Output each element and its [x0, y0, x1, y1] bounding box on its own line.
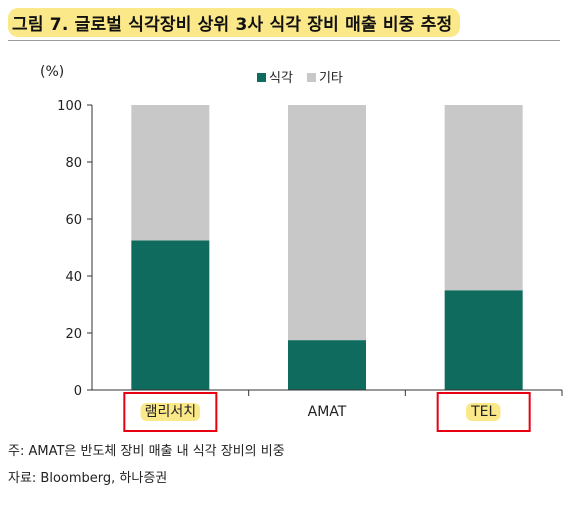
legend-label: 식각	[269, 71, 293, 86]
callout-box	[436, 392, 531, 432]
y-axis: 0 20 40 60 80 100	[57, 99, 93, 399]
bar-etch-segment	[444, 290, 523, 390]
bar-etch-segment	[131, 240, 210, 390]
bar-other-segment	[444, 105, 523, 291]
x-category-label: AMAT	[308, 404, 347, 420]
footnote: 주: AMAT은 반도체 장비 매출 내 식각 장비의 비중	[8, 444, 285, 459]
x-axis: 램리서치 AMAT TEL	[92, 389, 563, 421]
y-tick-label: 80	[65, 156, 82, 171]
y-tick-label: 20	[65, 327, 82, 342]
y-tick-label: 40	[65, 270, 82, 285]
y-axis-unit-label: (%)	[40, 64, 65, 80]
legend-swatch	[257, 73, 266, 82]
stacked-bar-chart: 식각 기타 0 20 40 60 80 100 램리서치 AMAT TEL	[57, 71, 563, 432]
source-note: 자료: Bloomberg, 하나증권	[8, 471, 168, 486]
bars	[131, 105, 523, 390]
y-tick-label: 0	[74, 384, 82, 399]
title-divider	[8, 40, 560, 41]
callout-boxes	[123, 392, 531, 432]
category-highlight	[466, 403, 501, 421]
legend-swatch	[306, 73, 316, 82]
bar-other-segment	[288, 105, 366, 341]
figure-title: 그림 7. 글로벌 식각장비 상위 3사 식각 장비 매출 비중 추정	[8, 8, 461, 37]
bar-etch-segment	[288, 340, 366, 390]
y-tick-label: 60	[65, 213, 82, 228]
category-highlight	[140, 403, 201, 421]
chart-legend: 식각 기타	[257, 71, 343, 86]
callout-box	[123, 392, 218, 432]
x-category-label: TEL	[470, 404, 496, 420]
legend-label: 기타	[319, 71, 343, 86]
x-category-label: 램리서치	[145, 404, 197, 420]
bar-other-segment	[131, 105, 210, 241]
y-tick-label: 100	[57, 99, 82, 114]
